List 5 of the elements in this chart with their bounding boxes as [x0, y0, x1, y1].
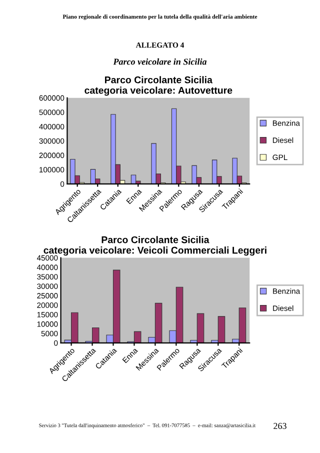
- bar: [90, 169, 96, 184]
- chart-title: Parco Circolante Sicilia categoria veicolare: Veicoli Commerciali Leggeri: [44, 236, 266, 256]
- text: Parco veicolare in Sicilia: [113, 58, 207, 65]
- text: 263: [274, 422, 286, 429]
- chart-title: Parco Circolante Sicilia categoria veicolare: Autovetture: [84, 76, 232, 96]
